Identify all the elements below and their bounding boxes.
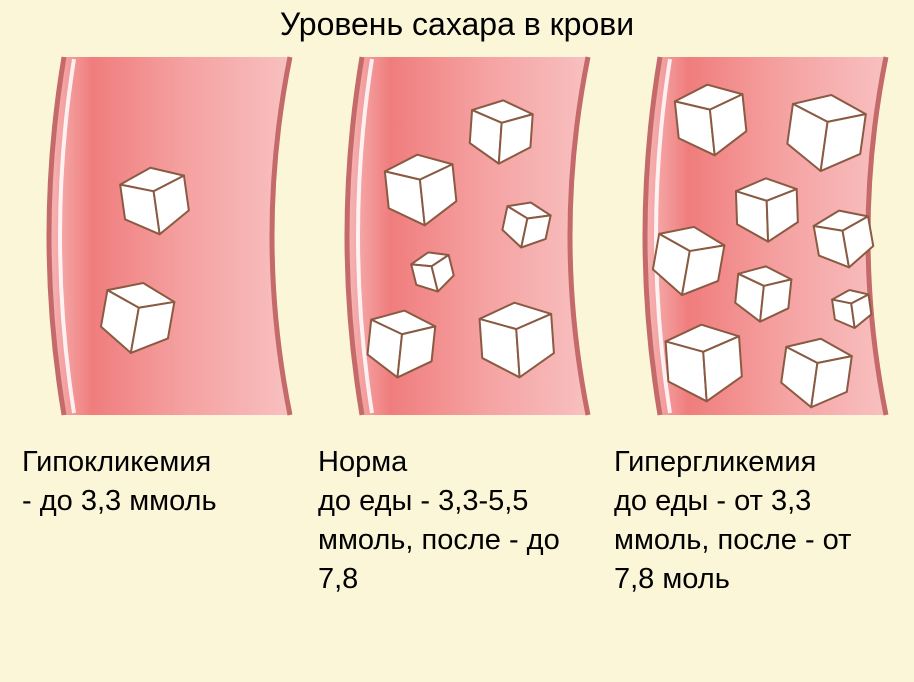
sugar-cube-icon [475,298,558,381]
caption-value: - до 3,3 ммоль [22,485,217,517]
vessel-hyperglycemia [618,51,898,421]
sugar-cube-icon [661,320,746,405]
caption-label: Гипергликемия [614,446,816,478]
sugar-cube-icon [94,275,180,361]
sugar-cube-icon [809,204,879,274]
sugar-cube-icon [733,176,801,244]
sugar-cube-icon [781,88,871,178]
sugar-cube-icon [731,262,795,326]
caption-value: до еды - от 3,3 ммоль, после - от 7,8 мо… [614,485,851,595]
sugar-cube-icon [466,97,536,167]
vessel-normal [320,51,600,421]
sugar-cube-icon [498,197,555,254]
panels-row [0,43,914,421]
caption-hyperglycemia: Гипергликемия до еды - от 3,3 ммоль, пос… [614,443,892,600]
cubes-hypoglycemia [22,51,302,421]
sugar-cube-icon [115,161,194,240]
caption-hypoglycemia: Гипокликемия - до 3,3 ммоль [22,443,300,600]
panel-hyperglycemia [618,51,898,421]
sugar-cube-icon [408,247,459,298]
caption-value: до еды - 3,3-5,5 ммоль, после - до 7,8 [318,485,560,595]
sugar-cube-icon [775,332,856,413]
panel-hypoglycemia [22,51,302,421]
sugar-cube-icon [670,79,751,160]
sugar-cube-icon [363,306,440,383]
page-title: Уровень сахара в крови [0,0,914,43]
sugar-cube-icon [646,219,729,302]
caption-label: Гипокликемия [22,446,211,478]
cubes-normal [320,51,600,421]
caption-label: Норма [318,446,407,478]
sugar-cube-icon [829,286,874,331]
panel-normal [320,51,600,421]
sugar-cube-icon [380,149,461,230]
captions-row: Гипокликемия - до 3,3 ммоль Норма до еды… [0,421,914,600]
caption-normal: Норма до еды - 3,3-5,5 ммоль, после - до… [318,443,596,600]
vessel-hypoglycemia [22,51,302,421]
cubes-hyperglycemia [618,51,898,421]
